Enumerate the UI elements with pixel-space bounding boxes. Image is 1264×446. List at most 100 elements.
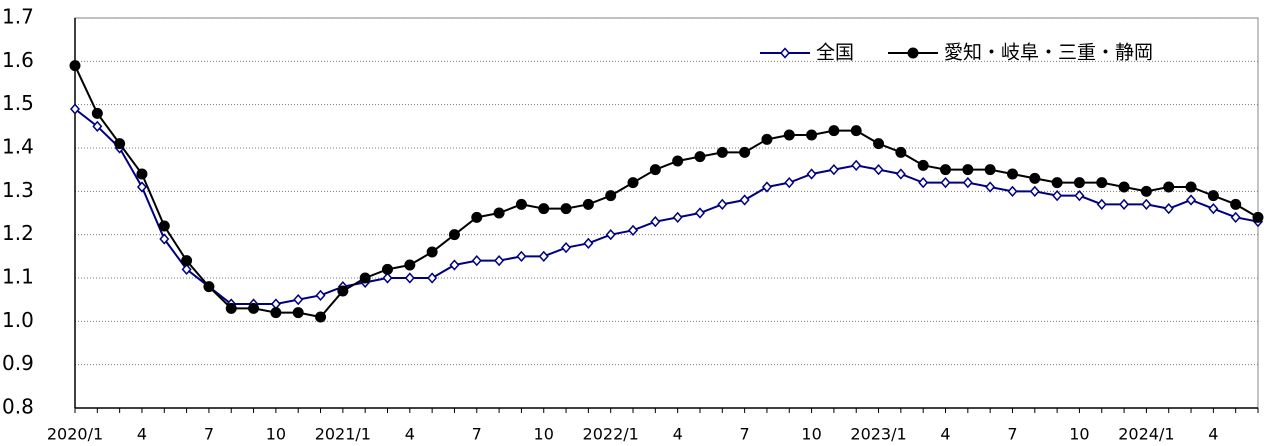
data-point [627, 177, 639, 189]
data-point [783, 129, 795, 141]
data-point [962, 164, 974, 176]
data-point [694, 207, 705, 219]
data-point [471, 211, 483, 223]
data-point [248, 302, 260, 314]
data-point [315, 289, 326, 301]
data-point [538, 250, 549, 262]
data-point [538, 203, 550, 215]
x-tick-label: 7 [1007, 425, 1017, 444]
data-point [337, 285, 349, 297]
y-tick-label: 1.7 [2, 5, 34, 29]
data-point [895, 146, 907, 158]
data-point [136, 181, 147, 193]
data-point [69, 103, 81, 115]
x-tick-label: 4 [137, 425, 147, 444]
data-point [225, 302, 237, 314]
y-tick-label: 1.6 [2, 48, 34, 72]
data-point [382, 272, 393, 284]
data-point [605, 190, 617, 202]
data-point [605, 229, 616, 241]
data-point [1207, 190, 1219, 202]
data-point [427, 272, 438, 284]
y-tick-label: 1.3 [2, 178, 34, 202]
data-point [381, 263, 393, 275]
data-point [404, 272, 415, 284]
x-tick-label: 4 [940, 425, 950, 444]
data-point [181, 255, 193, 267]
x-tick-label: 2023/1 [850, 425, 906, 444]
data-point [494, 255, 505, 267]
y-tick-label: 1.5 [2, 91, 34, 115]
data-point [158, 220, 170, 232]
data-point [1118, 181, 1130, 193]
data-point [917, 159, 929, 171]
data-point [92, 120, 103, 132]
y-tick-label: 0.9 [2, 351, 34, 375]
data-point [203, 281, 215, 293]
data-point [828, 164, 839, 176]
data-point [292, 307, 304, 319]
x-tick-label: 10 [801, 425, 821, 444]
data-point [628, 224, 639, 236]
y-tick-label: 1.2 [2, 221, 34, 245]
data-point [159, 233, 170, 245]
x-tick-label: 4 [405, 425, 415, 444]
data-point [649, 164, 661, 176]
data-point [940, 164, 952, 176]
x-tick-label: 7 [204, 425, 214, 444]
data-point [1007, 185, 1018, 197]
data-point [1140, 185, 1152, 197]
data-point [1096, 198, 1107, 210]
y-tick-label: 1.0 [2, 308, 34, 332]
data-point [761, 181, 772, 193]
data-point [1051, 177, 1063, 189]
data-point [315, 311, 327, 323]
plot-area [74, 17, 1259, 409]
data-point [806, 129, 818, 141]
x-tick-label: 4 [1208, 425, 1218, 444]
legend-label: 愛知・岐阜・三重・静岡 [944, 42, 1153, 64]
data-point [1141, 198, 1152, 210]
x-tick-label: 10 [266, 425, 286, 444]
data-point [270, 307, 282, 319]
data-point [850, 125, 862, 137]
data-point [650, 216, 661, 228]
data-point [515, 198, 527, 210]
data-point [918, 177, 929, 189]
data-point [114, 138, 126, 150]
data-point [851, 159, 862, 171]
data-point [828, 125, 840, 137]
data-point [582, 198, 594, 210]
data-point [1185, 181, 1197, 193]
data-point [516, 250, 527, 262]
x-tick-label: 2022/1 [583, 425, 639, 444]
data-point [560, 203, 572, 215]
data-point [1119, 198, 1130, 210]
x-tick-label: 7 [472, 425, 482, 444]
data-point [672, 211, 683, 223]
data-point [739, 146, 751, 158]
data-point [873, 164, 884, 176]
data-point [359, 272, 371, 284]
legend-marker [779, 47, 791, 59]
data-point [717, 198, 728, 210]
data-point [1230, 198, 1242, 210]
data-point [1006, 168, 1018, 180]
data-point [895, 168, 906, 180]
data-point [806, 168, 817, 180]
data-point [449, 259, 460, 271]
data-point [1074, 190, 1085, 202]
x-tick-label: 7 [740, 425, 750, 444]
x-tick-label: 2021/1 [315, 425, 371, 444]
data-point [1163, 203, 1174, 215]
legend-label: 全国 [816, 42, 854, 64]
y-tick-label: 0.8 [2, 395, 34, 419]
data-point [784, 177, 795, 189]
data-point [1052, 190, 1063, 202]
data-point [583, 237, 594, 249]
data-point [940, 177, 951, 189]
data-point [672, 155, 684, 167]
data-point [426, 246, 438, 258]
